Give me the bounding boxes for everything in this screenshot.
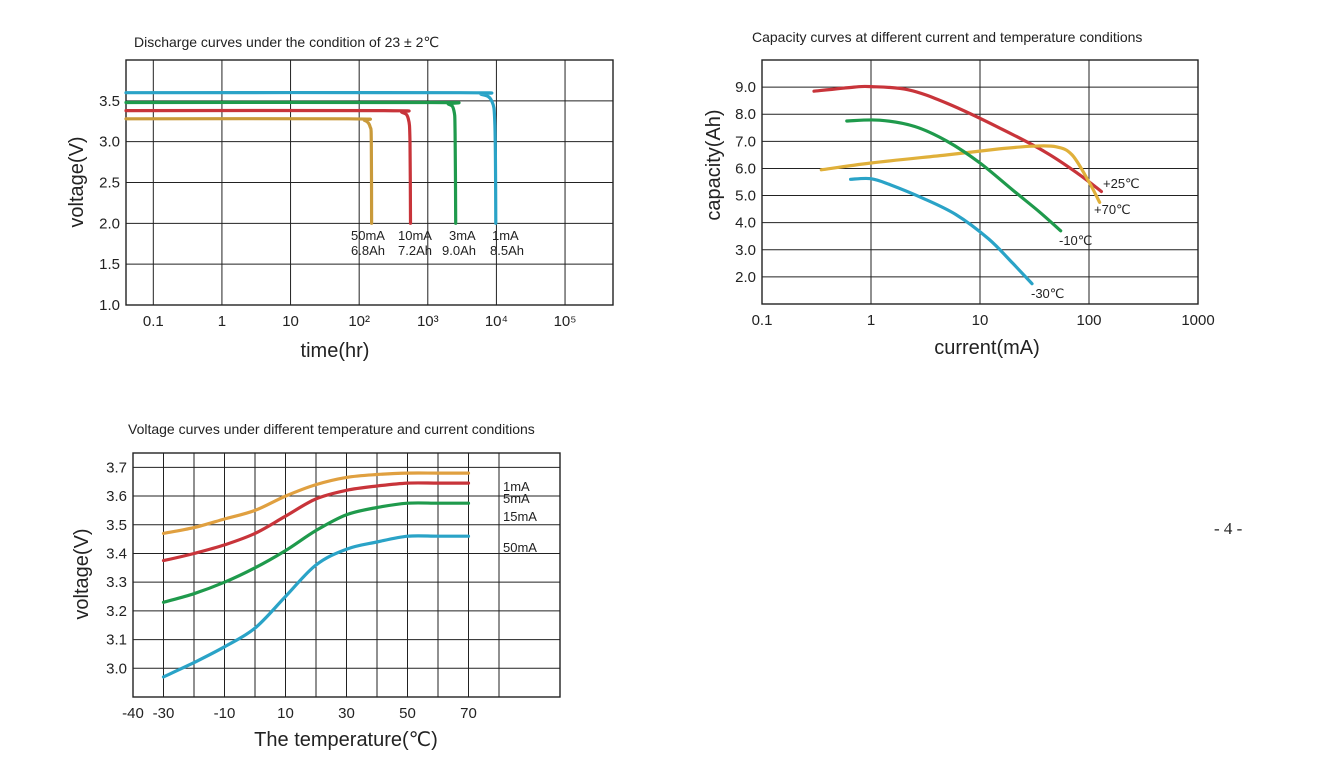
discharge-y-axis-label: voltage(V) [66,136,88,227]
x-tick-label: 10³ [417,313,439,330]
capacity-chart-title: Capacity curves at different current and… [752,29,1142,45]
discharge-ticks: 0.1 1 10 10² 10³ 10⁴ 10⁵ 1.0 1.5 2.0 2.5 3.0 3.5 [99,93,576,330]
capacity-ticks: 0.1 1 10 100 1000 2.0 3.0 4.0 5.0 6.0 7.0 8.0 9.0 [735,79,1215,329]
x-tick-label: 10⁵ [554,313,577,330]
x-tick-label: -30 [153,705,175,722]
annotation-5mA: 5mA [503,491,530,506]
y-tick-label: 5.0 [735,188,756,205]
y-tick-label: 8.0 [735,106,756,123]
voltage-temp-ticks: -40 -30 -10 10 30 50 70 3.0 3.1 3.2 3.3 3.4 3.5 3.6 3.… [106,459,477,722]
voltage-temp-grid [132,452,561,698]
series-line--30℃ [849,176,1034,286]
annotation-10mA-current: 10mA [398,228,432,243]
voltage-temp-chart: Voltage curves under different temperatu… [71,421,561,751]
annotation-1mA-current: 1mA [492,228,519,243]
series-line-50mA [124,117,374,225]
voltage-temp-y-axis-label: voltage(V) [71,528,93,619]
annotation-50mA-current: 50mA [351,228,385,243]
annotation-3mA-capacity: 9.0Ah [442,243,476,258]
plot-frame [125,59,614,306]
annotation-plus25: +25℃ [1103,176,1140,191]
annotation-10mA-capacity: 7.2Ah [398,243,432,258]
annotation-1mA: 1mA [503,479,530,494]
annotation-15mA: 15mA [503,509,537,524]
series-line-3mA [124,100,461,225]
discharge-annotations: 50mA 6.8Ah 10mA 7.2Ah 3mA 9.0Ah 1mA 8.5A… [351,228,524,258]
page-number: - 4 - [1214,519,1243,538]
capacity-annotations: +25℃ +70℃ -10℃ -30℃ [1031,176,1140,301]
annotation-1mA-capacity: 8.5Ah [490,243,524,258]
discharge-curves [124,90,498,225]
x-tick-label: 10 [282,313,299,330]
discharge-grid [125,59,614,306]
y-tick-label: 2.5 [99,175,120,192]
series-line-+25℃ [812,84,1103,194]
y-tick-label: 3.0 [99,134,120,151]
annotation-minus10: -10℃ [1059,233,1092,248]
series-line--10℃ [845,118,1063,233]
capacity-x-axis-label: current(mA) [934,337,1040,359]
y-tick-label: 3.5 [106,517,127,534]
discharge-chart-title: Discharge curves under the condition of … [134,34,439,50]
x-tick-label: 10 [972,312,989,329]
x-tick-label: 1 [218,313,226,330]
x-tick-label: 100 [1076,312,1101,329]
x-tick-label: 30 [338,705,355,722]
y-tick-label: 3.4 [106,545,127,562]
x-tick-label: -40 [122,705,144,722]
y-tick-label: 9.0 [735,79,756,96]
annotation-minus30: -30℃ [1031,286,1064,301]
y-tick-label: 1.5 [99,256,120,273]
series-line-+70℃ [819,144,1102,204]
voltage-temp-x-axis-label: The temperature(℃) [254,729,438,751]
x-tick-label: 10² [348,313,370,330]
annotation-3mA-current: 3mA [449,228,476,243]
y-tick-label: 3.5 [99,93,120,110]
y-tick-label: 3.0 [106,660,127,677]
y-tick-label: 2.0 [735,269,756,286]
discharge-x-axis-label: time(hr) [301,340,370,362]
voltage-temp-annotations: 1mA 5mA 15mA 50mA [503,479,537,555]
voltage-temp-curves [161,471,471,679]
y-tick-label: 7.0 [735,133,756,150]
x-tick-label: 0.1 [143,313,164,330]
y-tick-label: 6.0 [735,160,756,177]
y-tick-label: 3.7 [106,459,127,476]
y-tick-label: 2.0 [99,215,120,232]
x-tick-label: 10⁴ [485,313,508,330]
y-tick-label: 1.0 [99,297,120,314]
annotation-plus70: +70℃ [1094,202,1131,217]
x-tick-label: 1 [867,312,875,329]
series-line-15mA [161,501,471,604]
x-tick-label: 0.1 [752,312,773,329]
capacity-curves [812,84,1103,286]
y-tick-label: 3.0 [735,242,756,259]
y-tick-label: 3.2 [106,603,127,620]
capacity-y-axis-label: capacity(Ah) [703,109,725,220]
series-line-10mA [124,108,413,225]
plot-frame [132,452,561,698]
plot-frame [761,59,1199,305]
y-tick-label: 4.0 [735,215,756,232]
y-tick-label: 3.3 [106,574,127,591]
x-tick-label: 10 [277,705,294,722]
annotation-50mA: 50mA [503,540,537,555]
discharge-chart: Discharge curves under the condition of … [66,34,614,362]
capacity-grid [761,59,1199,305]
annotation-50mA-capacity: 6.8Ah [351,243,385,258]
series-line-1mA [124,90,498,225]
series-line-50mA [161,534,471,679]
x-tick-label: 1000 [1181,312,1214,329]
x-tick-label: 50 [399,705,416,722]
capacity-chart: Capacity curves at different current and… [703,29,1215,359]
series-line-5mA [161,481,471,563]
y-tick-label: 3.1 [106,632,127,649]
voltage-temp-chart-title: Voltage curves under different temperatu… [128,421,535,437]
x-tick-label: 70 [460,705,477,722]
y-tick-label: 3.6 [106,488,127,505]
x-tick-label: -10 [214,705,236,722]
series-line-1mA [161,471,471,535]
